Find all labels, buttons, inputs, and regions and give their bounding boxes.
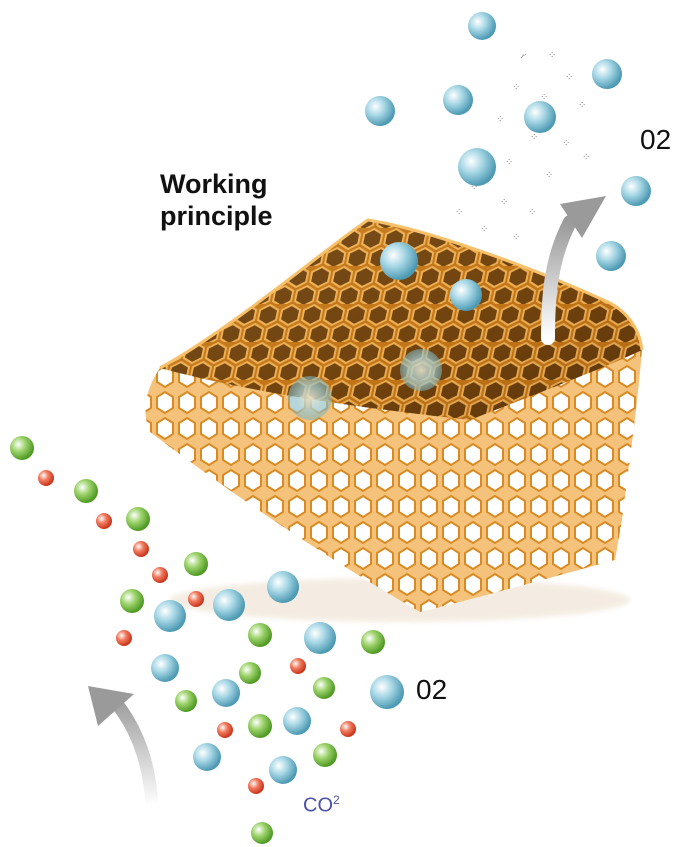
svg-text:⁘: ⁘ bbox=[582, 152, 590, 163]
co2-label-sup: 2 bbox=[333, 793, 340, 807]
svg-text:⁘: ⁘ bbox=[562, 138, 570, 149]
svg-text:⁘: ⁘ bbox=[545, 170, 553, 181]
svg-text:⁘: ⁘ bbox=[565, 72, 573, 83]
svg-text:⁘: ⁘ bbox=[480, 224, 488, 235]
title-line-2: principle bbox=[160, 201, 273, 231]
svg-text:⁘: ⁘ bbox=[578, 100, 586, 111]
svg-text:⁘: ⁘ bbox=[540, 92, 548, 103]
svg-text:⁘: ⁘ bbox=[512, 82, 520, 93]
o2-molecule-icon bbox=[288, 349, 442, 420]
svg-text:ᐟ꙼: ᐟ꙼ bbox=[520, 54, 526, 65]
svg-text:⁘: ⁘ bbox=[455, 207, 463, 218]
flow-arrow-icon bbox=[541, 196, 606, 345]
o2-molecule-icon bbox=[365, 12, 651, 311]
svg-text:⁘: ⁘ bbox=[530, 132, 538, 143]
diagram-title: Working principle bbox=[160, 168, 273, 232]
svg-text:⁘: ⁘ bbox=[512, 232, 520, 243]
carbon-particles-icon: ᐟ꙼ ⁘ ⁘ ⁘ ⁘ ⁘ ⁘ ⁘ ⁘ ⁘ ⁘ ⁘ ⁘ ⁘ ⁘ ⁘ ⁘ ⁘ bbox=[455, 50, 590, 243]
flow-arrow-icon bbox=[88, 686, 159, 812]
o2-molecule-icon bbox=[151, 571, 404, 784]
o2-label-bottom: 02 bbox=[416, 674, 448, 705]
svg-text:⁘: ⁘ bbox=[505, 157, 513, 168]
svg-text:⁘: ⁘ bbox=[548, 50, 556, 61]
co2-molecule-icon bbox=[38, 470, 356, 794]
green-molecule-icon bbox=[10, 436, 385, 844]
svg-text:⁘: ⁘ bbox=[528, 207, 536, 218]
svg-text:⁘: ⁘ bbox=[496, 114, 504, 125]
svg-text:⁘: ⁘ bbox=[470, 182, 478, 193]
svg-text:⁘: ⁘ bbox=[500, 197, 508, 208]
co2-label: CO2 bbox=[303, 793, 340, 818]
co2-label-main: CO bbox=[303, 794, 333, 817]
o2-label-top: 02 bbox=[640, 124, 672, 155]
title-line-1: Working bbox=[160, 169, 268, 199]
